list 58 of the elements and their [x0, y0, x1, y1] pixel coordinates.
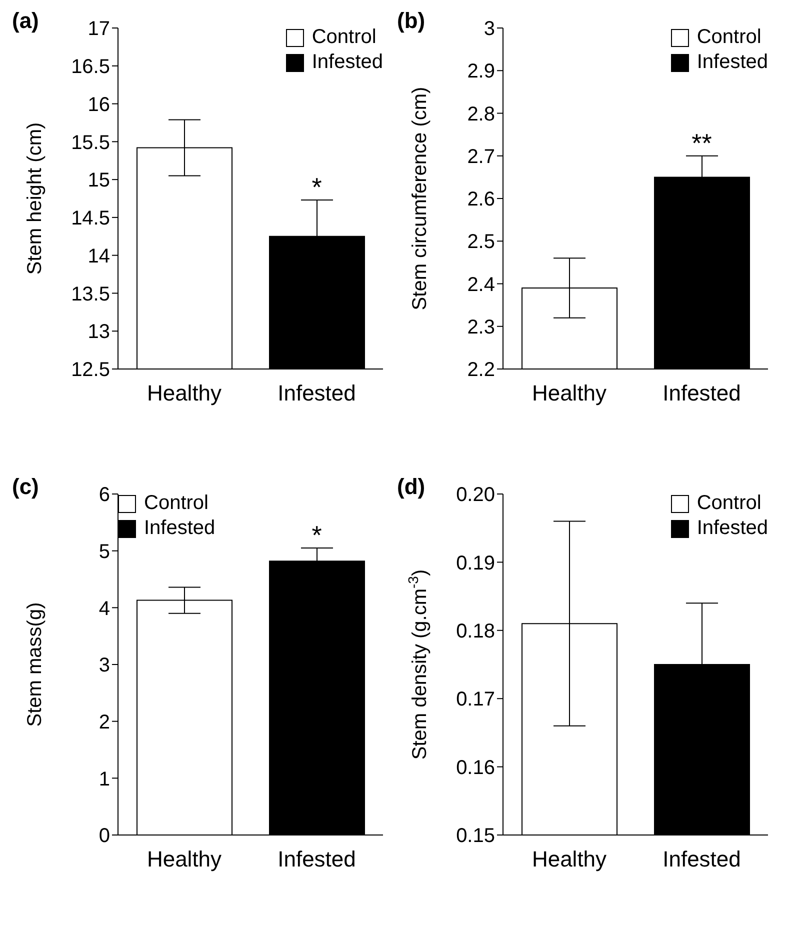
- legend-label: Control: [696, 26, 762, 49]
- chart-title: (d): [397, 474, 426, 500]
- y-tick-label: 14: [88, 245, 110, 268]
- y-tick-label: 2.9: [467, 60, 495, 83]
- chart-title: (a): [12, 8, 39, 34]
- y-tick-label: 6: [98, 484, 110, 506]
- y-tick-label: 4: [98, 598, 110, 620]
- y-tick-label: 5: [98, 540, 110, 563]
- y-axis-title: Stem circumference (cm): [409, 86, 431, 310]
- x-tick-label: Infested: [278, 380, 356, 406]
- y-tick-label: 0.16: [456, 756, 495, 779]
- y-axis-title: Stem mass(g): [24, 602, 46, 727]
- y-tick-label: 17: [88, 18, 110, 40]
- y-tick-label: 0.17: [456, 688, 495, 711]
- x-tick-label: Healthy: [146, 380, 222, 406]
- y-tick-label: 0.19: [456, 552, 495, 574]
- y-tick-label: 2.2: [467, 359, 495, 382]
- chart-title: (b): [397, 8, 426, 34]
- legend-label: Infested: [144, 517, 216, 540]
- y-tick-label: 16: [88, 94, 110, 116]
- legend-label: Infested: [696, 517, 768, 540]
- y-tick-label: 12.5: [71, 359, 110, 382]
- y-tick-label: 2.3: [467, 316, 495, 338]
- y-tick-label: 3: [98, 654, 110, 677]
- y-tick-label: 2.5: [467, 231, 495, 254]
- y-tick-label: 0.15: [456, 825, 495, 848]
- y-tick-label: 0.20: [456, 484, 495, 506]
- y-axis-title: Stem height (cm): [24, 122, 46, 275]
- y-tick-label: 1: [98, 768, 110, 790]
- legend-label: Control: [696, 492, 762, 515]
- legend-label: Control: [144, 492, 208, 515]
- y-tick-label: 0.18: [456, 620, 495, 642]
- x-tick-label: Healthy: [532, 380, 607, 406]
- y-tick-label: 16.5: [71, 56, 110, 78]
- y-tick-label: 2.6: [467, 188, 495, 211]
- y-tick-label: 15.5: [71, 132, 110, 154]
- y-tick-label: 2.8: [467, 103, 495, 126]
- y-tick-label: 13.5: [71, 283, 110, 306]
- x-tick-label: Healthy: [532, 846, 607, 872]
- x-tick-label: Healthy: [146, 846, 222, 872]
- x-tick-label: Infested: [662, 380, 741, 406]
- annotation: *: [312, 520, 322, 550]
- y-tick-label: 13: [88, 321, 110, 344]
- y-tick-label: 14.5: [71, 208, 110, 230]
- legend-label: Infested: [312, 51, 383, 74]
- y-tick-label: 3: [484, 18, 495, 40]
- annotation: *: [312, 172, 322, 202]
- y-tick-label: 0: [98, 825, 110, 848]
- x-tick-label: Infested: [662, 846, 741, 872]
- y-tick-label: 2: [98, 711, 110, 734]
- legend-label: Infested: [696, 51, 768, 74]
- y-tick-label: 2.7: [467, 146, 495, 168]
- y-tick-label: 2.4: [467, 274, 495, 296]
- legend-label: Control: [312, 26, 376, 49]
- annotation: **: [692, 128, 712, 158]
- y-tick-label: 15: [88, 170, 110, 192]
- chart-title: (c): [12, 474, 39, 500]
- x-tick-label: Infested: [278, 846, 356, 872]
